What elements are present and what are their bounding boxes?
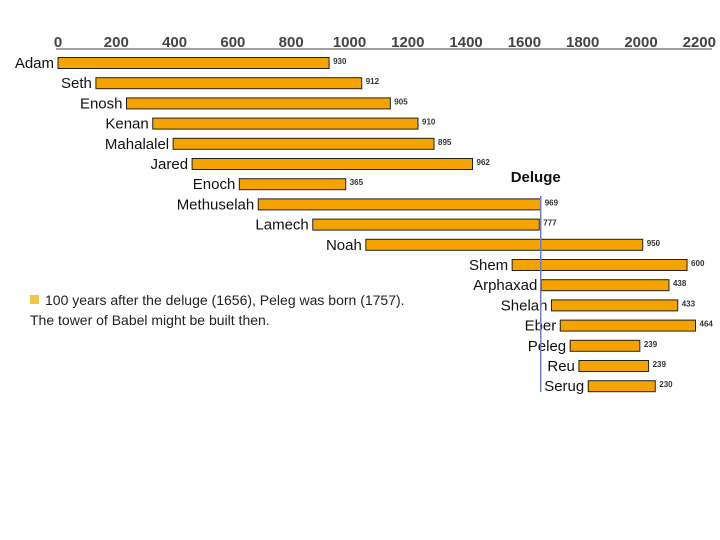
name-label-kenan: Kenan (105, 116, 148, 133)
annotations: Deluge (511, 169, 561, 392)
x-tick-label: 2000 (624, 34, 657, 51)
bar-shem (511, 259, 688, 271)
x-tick-label: 1600 (508, 34, 541, 51)
bar-reu (578, 360, 650, 372)
x-tick-label: 1800 (566, 34, 599, 51)
note-line-1: 100 years after the deluge (1656), Peleg… (30, 290, 405, 310)
name-label-adam: Adam (15, 55, 54, 72)
x-tick-label: 1200 (391, 34, 424, 51)
value-label-adam: 930 (333, 57, 347, 66)
bar-jared (191, 158, 474, 170)
bar-enoch (238, 178, 347, 191)
value-label-seth: 912 (366, 77, 380, 86)
value-label-methuselah: 969 (545, 198, 559, 207)
value-label-reu: 239 (653, 360, 667, 369)
value-label-enosh: 905 (394, 97, 408, 106)
bar-peleg (569, 339, 641, 352)
value-label-kenan: 910 (422, 118, 436, 127)
value-label-jared: 962 (477, 158, 491, 167)
value-label-peleg: 239 (644, 340, 658, 349)
bar-methuselah (257, 198, 542, 211)
value-label-arphaxad: 438 (673, 279, 687, 288)
note-line-1-text: 100 years after the deluge (1656), Peleg… (45, 292, 405, 308)
name-label-shem: Shem (469, 257, 508, 274)
name-label-lamech: Lamech (255, 217, 308, 234)
bar-adam (57, 57, 330, 69)
name-label-noah: Noah (326, 237, 362, 254)
value-label-shem: 600 (691, 259, 705, 268)
value-label-mahalalel: 895 (438, 138, 452, 147)
bar-lamech (312, 218, 540, 231)
x-tick-label: 0 (54, 34, 62, 51)
bars: Adam 930 Seth 912 Enosh 905 Kenan 910 Mahalalel 8… (15, 55, 714, 395)
bar-noah (365, 238, 644, 251)
bullet-icon (30, 295, 39, 304)
bar-shelah (551, 299, 679, 312)
name-label-jared: Jared (151, 156, 189, 173)
x-tick-label: 1000 (333, 34, 366, 51)
name-label-mahalalel: Mahalalel (105, 136, 169, 153)
value-label-shelah: 433 (682, 299, 696, 308)
value-label-serug: 230 (659, 380, 673, 389)
note-line-2: The tower of Babel might be built then. (30, 312, 270, 328)
x-tick-label: 400 (162, 34, 187, 51)
name-label-arphaxad: Arphaxad (473, 277, 537, 294)
bar-arphaxad (540, 279, 670, 292)
name-label-serug: Serug (544, 378, 584, 395)
bar-eber (559, 319, 697, 332)
name-label-reu: Reu (547, 358, 575, 375)
x-axis: 0 200 400 600 800 1000 1200 1400 1600 1800 2000 220… (54, 34, 716, 51)
bar-mahalalel (172, 137, 435, 150)
bar-enosh (126, 97, 391, 110)
x-tick-label: 200 (104, 34, 129, 51)
x-tick-label: 600 (220, 34, 245, 51)
value-label-eber: 464 (700, 320, 714, 329)
deluge-label: Deluge (511, 169, 561, 186)
name-label-seth: Seth (61, 75, 92, 92)
x-tick-label: 800 (279, 34, 304, 51)
x-tick-label: 2200 (683, 34, 716, 51)
name-label-methuselah: Methuselah (177, 196, 255, 213)
name-label-peleg: Peleg (528, 338, 566, 355)
x-tick-label: 1400 (449, 34, 482, 51)
name-label-enoch: Enoch (193, 176, 236, 193)
bar-serug (587, 380, 656, 393)
value-label-lamech: 777 (543, 219, 557, 228)
name-label-enosh: Enosh (80, 95, 123, 112)
bar-seth (95, 77, 363, 90)
name-label-shelah: Shelah (501, 297, 548, 314)
value-label-enoch: 365 (350, 178, 364, 187)
bar-kenan (152, 117, 419, 130)
value-label-noah: 950 (647, 239, 661, 248)
note: 100 years after the deluge (1656), Peleg… (30, 290, 405, 330)
